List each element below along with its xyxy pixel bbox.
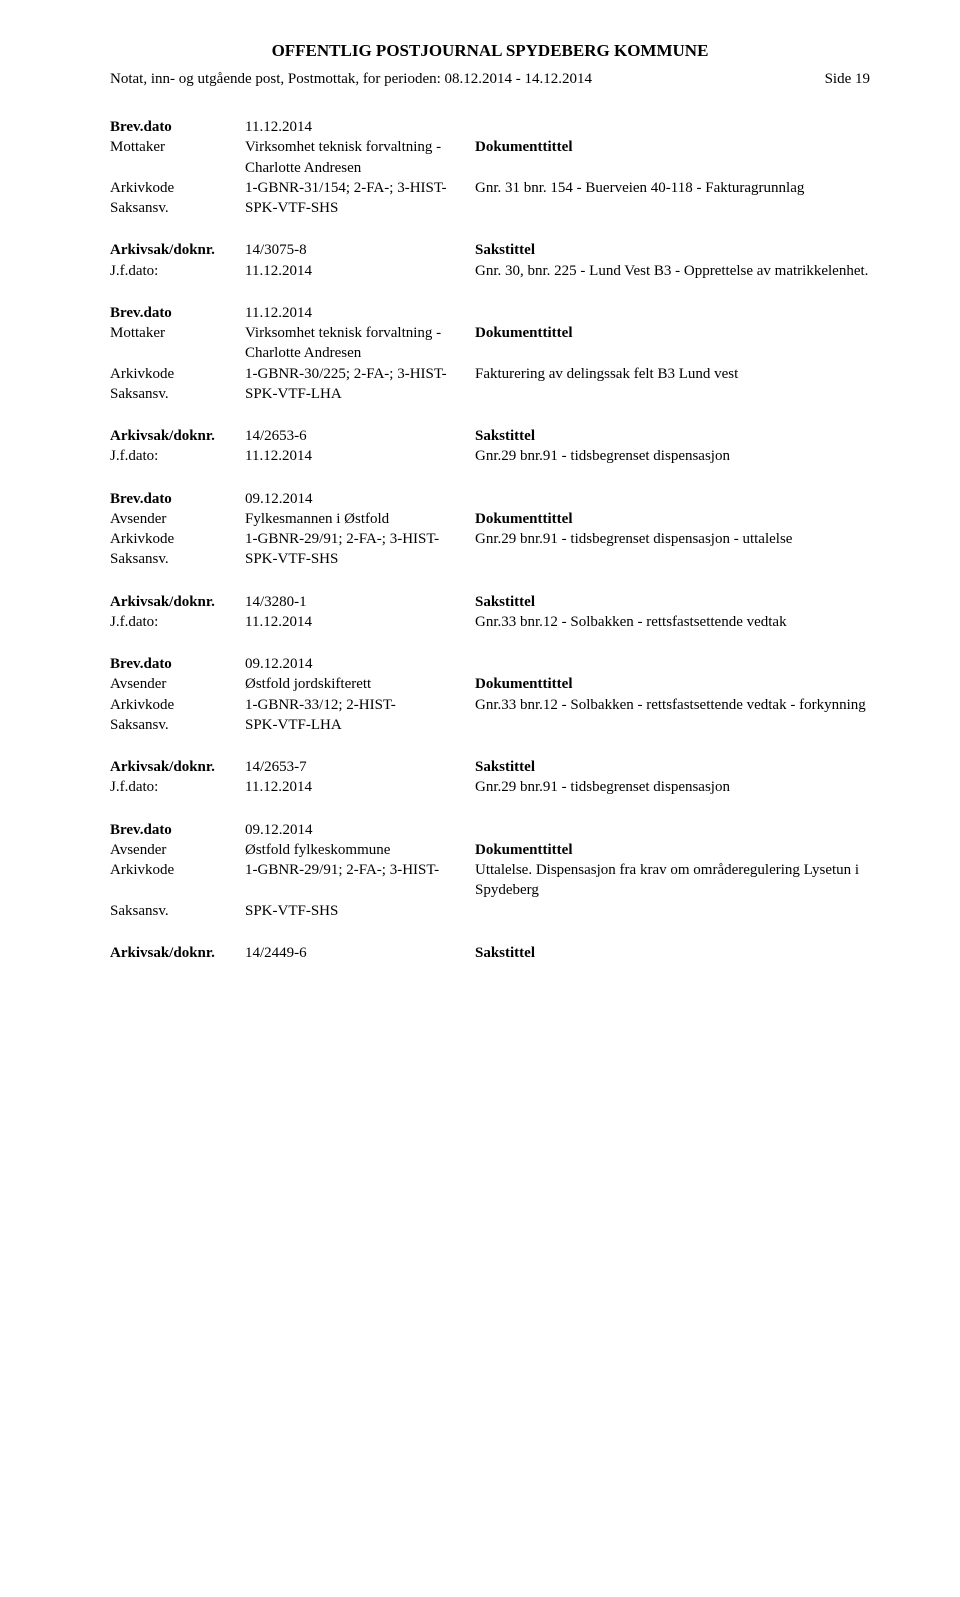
party-label: Avsender (110, 509, 245, 529)
sakstittel-value: Gnr. 30, bnr. 225 - Lund Vest B3 - Oppre… (475, 261, 870, 281)
jfdato-label: J.f.dato: (110, 777, 245, 797)
arkivsak-label: Arkivsak/doknr. (110, 426, 245, 446)
doc-entry: Brev.dato 11.12.2014 Mottaker Virksomhet… (110, 117, 870, 218)
party-label: Avsender (110, 840, 245, 860)
brevdato-label: Brev.dato (110, 117, 245, 137)
arkivsak-label: Arkivsak/doknr. (110, 592, 245, 612)
arkivkode-value: 1-GBNR-33/12; 2-HIST- (245, 695, 475, 715)
saksansv-label: Saksansv. (110, 715, 245, 735)
sak-entry: Arkivsak/doknr. 14/3075-8 Sakstittel J.f… (110, 240, 870, 281)
arkivsak-value: 14/3075-8 (245, 240, 475, 260)
party-value: Østfold fylkeskommune (245, 840, 475, 860)
arkivkode-label: Arkivkode (110, 364, 245, 384)
jfdato-value: 11.12.2014 (245, 612, 475, 632)
arkivkode-value: 1-GBNR-29/91; 2-FA-; 3-HIST- (245, 860, 475, 901)
brevdato-label: Brev.dato (110, 489, 245, 509)
sakstittel-label: Sakstittel (475, 757, 870, 777)
sakstittel-label: Sakstittel (475, 943, 870, 963)
jfdato-label: J.f.dato: (110, 612, 245, 632)
party-label: Avsender (110, 674, 245, 694)
jfdato-value: 11.12.2014 (245, 261, 475, 281)
sakstittel-label: Sakstittel (475, 426, 870, 446)
saksansv-label: Saksansv. (110, 901, 245, 921)
saksansv-value: SPK-VTF-SHS (245, 901, 475, 921)
brevdato-value: 09.12.2014 (245, 489, 475, 509)
dokumenttittel-label: Dokumenttittel (475, 674, 870, 694)
arkivkode-value: 1-GBNR-29/91; 2-FA-; 3-HIST- (245, 529, 475, 549)
jfdato-label: J.f.dato: (110, 446, 245, 466)
brevdato-label: Brev.dato (110, 303, 245, 323)
arkivkode-label: Arkivkode (110, 860, 245, 901)
arkivsak-label: Arkivsak/doknr. (110, 240, 245, 260)
jfdato-value: 11.12.2014 (245, 446, 475, 466)
doktittel-value: Fakturering av delingssak felt B3 Lund v… (475, 364, 870, 384)
subtitle: Notat, inn- og utgående post, Postmottak… (110, 69, 592, 89)
jfdato-label: J.f.dato: (110, 261, 245, 281)
arkivsak-value: 14/2449-6 (245, 943, 475, 963)
party-label: Mottaker (110, 137, 245, 178)
saksansv-value: SPK-VTF-SHS (245, 549, 475, 569)
doktittel-value: Gnr. 31 bnr. 154 - Buerveien 40-118 - Fa… (475, 178, 870, 198)
party-value: Fylkesmannen i Østfold (245, 509, 475, 529)
sakstittel-label: Sakstittel (475, 240, 870, 260)
arkivsak-label: Arkivsak/doknr. (110, 757, 245, 777)
arkivkode-label: Arkivkode (110, 529, 245, 549)
arkivsak-value: 14/2653-7 (245, 757, 475, 777)
entries-container: Brev.dato 11.12.2014 Mottaker Virksomhet… (110, 117, 870, 963)
arkivkode-label: Arkivkode (110, 695, 245, 715)
page-title: OFFENTLIG POSTJOURNAL SPYDEBERG KOMMUNE (110, 40, 870, 63)
arkivkode-value: 1-GBNR-30/225; 2-FA-; 3-HIST- (245, 364, 475, 384)
dokumenttittel-label: Dokumenttittel (475, 509, 870, 529)
arkivsak-label: Arkivsak/doknr. (110, 943, 245, 963)
doc-entry: Brev.dato 09.12.2014 Avsender Fylkesmann… (110, 489, 870, 570)
arkivkode-value: 1-GBNR-31/154; 2-FA-; 3-HIST- (245, 178, 475, 198)
doktittel-value: Gnr.33 bnr.12 - Solbakken - rettsfastset… (475, 695, 870, 715)
saksansv-value: SPK-VTF-LHA (245, 715, 475, 735)
arkivsak-value: 14/2653-6 (245, 426, 475, 446)
doc-entry: Brev.dato 09.12.2014 Avsender Østfold fy… (110, 820, 870, 921)
party-value: Virksomhet teknisk forvaltning - Charlot… (245, 323, 475, 364)
dokumenttittel-label: Dokumenttittel (475, 137, 870, 178)
sak-short-entry: Arkivsak/doknr. 14/2449-6 Sakstittel (110, 943, 870, 963)
brevdato-value: 11.12.2014 (245, 303, 475, 323)
jfdato-value: 11.12.2014 (245, 777, 475, 797)
saksansv-value: SPK-VTF-SHS (245, 198, 475, 218)
sakstittel-value: Gnr.29 bnr.91 - tidsbegrenset dispensasj… (475, 777, 870, 797)
saksansv-label: Saksansv. (110, 384, 245, 404)
brevdato-label: Brev.dato (110, 654, 245, 674)
saksansv-value: SPK-VTF-LHA (245, 384, 475, 404)
side-label: Side 19 (825, 69, 870, 89)
saksansv-label: Saksansv. (110, 549, 245, 569)
brevdato-value: 11.12.2014 (245, 117, 475, 137)
party-label: Mottaker (110, 323, 245, 364)
doc-entry: Brev.dato 09.12.2014 Avsender Østfold jo… (110, 654, 870, 735)
doktittel-value: Gnr.29 bnr.91 - tidsbegrenset dispensasj… (475, 529, 870, 549)
arkivsak-value: 14/3280-1 (245, 592, 475, 612)
saksansv-label: Saksansv. (110, 198, 245, 218)
dokumenttittel-label: Dokumenttittel (475, 323, 870, 364)
dokumenttittel-label: Dokumenttittel (475, 840, 870, 860)
brevdato-value: 09.12.2014 (245, 654, 475, 674)
doktittel-value: Uttalelse. Dispensasjon fra krav om områ… (475, 860, 870, 901)
sak-entry: Arkivsak/doknr. 14/2653-7 Sakstittel J.f… (110, 757, 870, 798)
sakstittel-value: Gnr.33 bnr.12 - Solbakken - rettsfastset… (475, 612, 870, 632)
sakstittel-label: Sakstittel (475, 592, 870, 612)
arkivkode-label: Arkivkode (110, 178, 245, 198)
subtitle-row: Notat, inn- og utgående post, Postmottak… (110, 69, 870, 89)
party-value: Virksomhet teknisk forvaltning - Charlot… (245, 137, 475, 178)
sak-entry: Arkivsak/doknr. 14/2653-6 Sakstittel J.f… (110, 426, 870, 467)
brevdato-label: Brev.dato (110, 820, 245, 840)
sak-entry: Arkivsak/doknr. 14/3280-1 Sakstittel J.f… (110, 592, 870, 633)
sakstittel-value: Gnr.29 bnr.91 - tidsbegrenset dispensasj… (475, 446, 870, 466)
brevdato-value: 09.12.2014 (245, 820, 475, 840)
party-value: Østfold jordskifterett (245, 674, 475, 694)
doc-entry: Brev.dato 11.12.2014 Mottaker Virksomhet… (110, 303, 870, 404)
